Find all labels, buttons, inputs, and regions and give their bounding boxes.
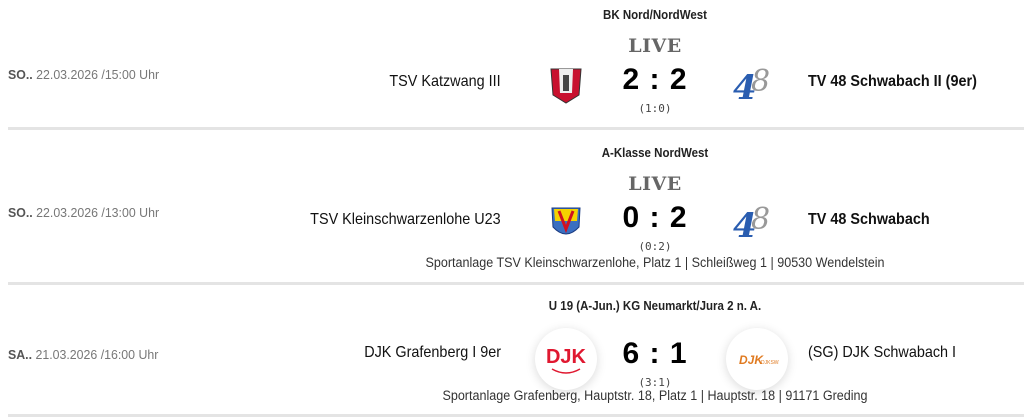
weekday: SO.. [8, 67, 33, 82]
league-name[interactable]: BK Nord/NordWest [603, 8, 707, 22]
match-row[interactable]: SA.. 21.03.2026 /16:00 Uhr U 19 (A-Jun.)… [0, 285, 1024, 418]
weekday: SO.. [8, 205, 33, 220]
away-team[interactable]: TV 48 Schwabach II (9er) [808, 73, 977, 90]
live-badge: LIVE [628, 173, 682, 195]
match-date: SO.. 22.03.2026 /13:00 Uhr [8, 205, 159, 220]
divider [8, 282, 1024, 285]
away-team[interactable]: TV 48 Schwabach [808, 211, 930, 228]
live-badge: LIVE [628, 35, 682, 57]
score[interactable]: 0 : 2 [622, 201, 688, 234]
league-name[interactable]: U 19 (A-Jun.) KG Neumarkt/Jura 2 n. A. [548, 299, 762, 313]
venue: Sportanlage TSV Kleinschwarzenlohe, Plat… [425, 255, 885, 270]
halftime-score: (3:1) [638, 376, 672, 389]
date-time: 22.03.2026 /15:00 Uhr [32, 67, 160, 82]
halftime-score: (1:0) [638, 102, 672, 115]
score[interactable]: 6 : 1 [622, 337, 688, 370]
match-date: SA.. 21.03.2026 /16:00 Uhr [8, 347, 158, 362]
svg-text:4: 4 [733, 68, 757, 103]
djk-grafenberg-logo-icon: DJK [535, 328, 597, 390]
home-team[interactable]: TSV Kleinschwarzenlohe U23 [310, 211, 501, 228]
league-name[interactable]: A-Klasse NordWest [601, 146, 709, 160]
score[interactable]: 2 : 2 [622, 63, 688, 96]
divider [8, 414, 1024, 417]
home-team[interactable]: DJK Grafenberg I 9er [364, 344, 501, 361]
divider [8, 127, 1024, 130]
svg-text:8: 8 [751, 202, 770, 237]
svg-text:DJK: DJK [546, 346, 587, 368]
svg-text:4: 4 [733, 206, 757, 241]
date-time: 22.03.2026 /13:00 Uhr [32, 205, 160, 220]
svg-text:DJK: DJK [739, 353, 764, 367]
weekday: SA.. [8, 347, 33, 362]
home-team[interactable]: TSV Katzwang III [389, 73, 501, 90]
svg-text:DJKSWB: DJKSWB [761, 360, 779, 366]
katzwang-crest-icon [546, 63, 586, 107]
match-row[interactable]: SO.. 22.03.2026 /13:00 Uhr A-Klasse Nord… [0, 131, 1024, 285]
svg-text:8: 8 [751, 64, 770, 99]
halftime-score: (0:2) [638, 240, 672, 253]
match-row[interactable]: SO.. 22.03.2026 /15:00 Uhr BK Nord/NordW… [0, 0, 1024, 131]
venue: Sportanlage Grafenberg, Hauptstr. 18, Pl… [442, 388, 868, 403]
date-time: 21.03.2026 /16:00 Uhr [32, 347, 159, 362]
away-team[interactable]: (SG) DJK Schwabach I [808, 344, 957, 361]
djk-schwabach-logo-icon: DJKDJKSWB [726, 328, 788, 390]
kleinschwarzenlohe-crest-icon [546, 201, 586, 245]
match-date: SO.. 22.03.2026 /15:00 Uhr [8, 67, 159, 82]
